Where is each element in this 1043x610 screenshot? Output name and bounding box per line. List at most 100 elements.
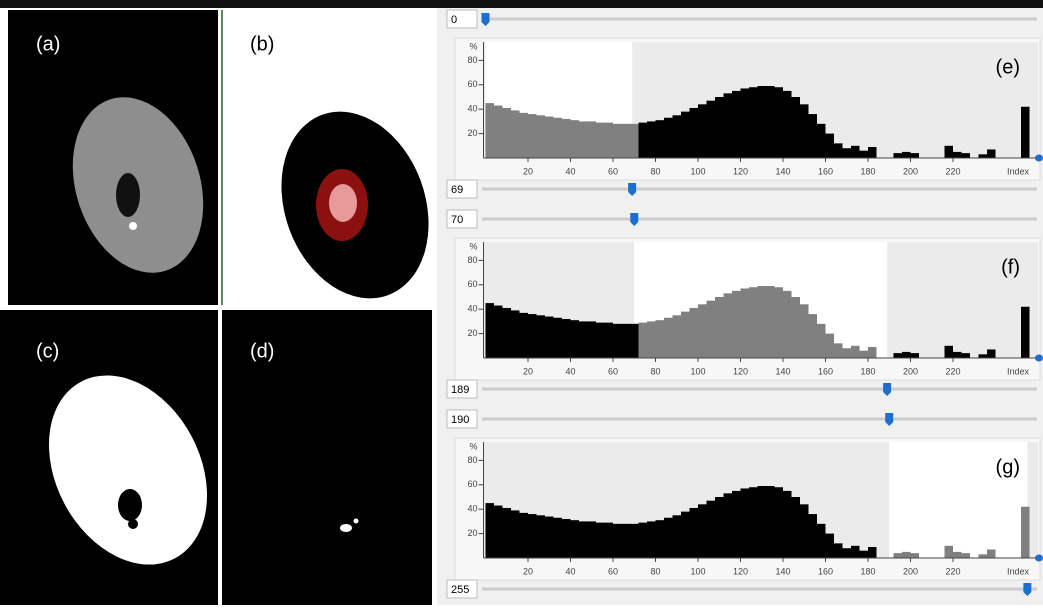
histogram-bar <box>749 487 758 558</box>
histogram-bar <box>494 105 503 158</box>
y-tick-label: 40 <box>467 504 477 514</box>
slider-value: 69 <box>451 184 463 196</box>
x-axis-label: Index <box>1007 366 1030 376</box>
histogram-bar <box>553 517 562 558</box>
histogram-bar <box>825 333 834 358</box>
slider-value: 255 <box>451 584 469 596</box>
histogram-bar <box>774 487 783 558</box>
histogram-bar <box>868 547 877 558</box>
histogram-bar <box>604 322 613 358</box>
slider-thumb[interactable] <box>885 413 894 426</box>
histogram-bar <box>715 297 724 358</box>
histogram-bar <box>732 490 741 558</box>
histogram-bar <box>791 97 800 158</box>
histogram-bar <box>596 322 605 358</box>
histogram-bar <box>740 88 749 158</box>
histogram-bar <box>723 93 732 158</box>
histogram-bar <box>664 117 673 158</box>
histogram-bar <box>570 520 579 558</box>
histogram-bar <box>553 317 562 358</box>
x-tick-label: 60 <box>608 166 618 176</box>
histogram-bar <box>732 90 741 158</box>
x-tick-label: 80 <box>650 166 660 176</box>
histogram-bar <box>596 122 605 158</box>
histogram-bar <box>511 310 520 358</box>
histogram-bar <box>902 151 911 158</box>
x-tick-label: 120 <box>733 566 748 576</box>
histogram-bar <box>757 486 766 558</box>
mask-core <box>329 184 357 222</box>
histogram-bar <box>978 154 987 158</box>
histogram-bar <box>494 505 503 558</box>
histogram-bar <box>978 354 987 358</box>
x-tick-label: 20 <box>523 366 533 376</box>
value-box <box>446 179 478 199</box>
histogram-bar <box>757 86 766 158</box>
slider-value: 0 <box>451 14 457 26</box>
x-tick-label: 120 <box>733 366 748 376</box>
histogram-bar <box>698 304 707 358</box>
histogram-bar <box>902 551 911 558</box>
x-tick-label: 40 <box>565 166 575 176</box>
value-box <box>446 209 478 229</box>
panel-label: (f) <box>1001 256 1020 278</box>
histogram-bar <box>817 323 826 358</box>
histogram-bar <box>740 488 749 558</box>
x-tick-label: 100 <box>690 166 705 176</box>
histogram-bar <box>579 321 588 358</box>
histogram-bar <box>783 290 792 358</box>
histogram-bar <box>834 143 843 158</box>
x-tick-label: 40 <box>565 366 575 376</box>
histogram-bar <box>681 311 690 358</box>
slider-thumb[interactable] <box>630 213 639 226</box>
x-tick-label: 140 <box>775 366 790 376</box>
slider-thumb[interactable] <box>481 13 490 26</box>
histogram-bar <box>672 115 681 158</box>
histogram-bar <box>681 511 690 558</box>
panel-label: (c) <box>36 340 59 362</box>
histogram-bar <box>621 123 630 158</box>
histogram-bar <box>706 100 715 158</box>
y-tick-label: 20 <box>467 328 477 338</box>
bright-spot <box>129 222 137 230</box>
histogram-bar <box>545 516 554 558</box>
slider-value: 189 <box>451 384 469 396</box>
top-border <box>0 0 1043 8</box>
x-tick-label: 20 <box>523 166 533 176</box>
histogram-bar <box>587 521 596 558</box>
histogram-bar <box>545 116 554 158</box>
histogram-bar <box>494 305 503 358</box>
histogram-bar <box>868 347 877 358</box>
slider-thumb[interactable] <box>1023 583 1032 596</box>
histogram-bar <box>859 550 868 558</box>
slider-thumb[interactable] <box>628 183 637 196</box>
histogram-bar <box>1021 106 1030 158</box>
histogram-bar <box>638 522 647 558</box>
y-unit: % <box>469 241 477 251</box>
histogram-bar <box>783 90 792 158</box>
slider-value: 70 <box>451 214 463 226</box>
histogram-bar <box>944 345 953 358</box>
selected-range <box>889 442 1028 558</box>
histogram-bar <box>570 120 579 158</box>
x-tick-label: 100 <box>690 566 705 576</box>
histogram-bar <box>944 545 953 558</box>
histogram-bar <box>706 500 715 558</box>
slider-thumb[interactable] <box>883 383 892 396</box>
histogram-bar <box>987 149 996 158</box>
histogram-bar <box>740 288 749 358</box>
histogram-bar <box>766 286 775 358</box>
histogram-bar <box>655 120 664 158</box>
histogram-bar <box>749 87 758 158</box>
histogram-bar <box>868 147 877 158</box>
histogram-bar <box>536 115 545 158</box>
histogram-bar <box>842 148 851 158</box>
spot <box>353 518 359 524</box>
histogram-bar <box>791 297 800 358</box>
x-tick-label: 220 <box>945 166 960 176</box>
histogram-bar <box>638 122 647 158</box>
histogram-bar <box>519 512 528 558</box>
y-tick-label: 40 <box>467 304 477 314</box>
histogram-bar <box>485 303 494 358</box>
histogram-bar <box>536 315 545 358</box>
